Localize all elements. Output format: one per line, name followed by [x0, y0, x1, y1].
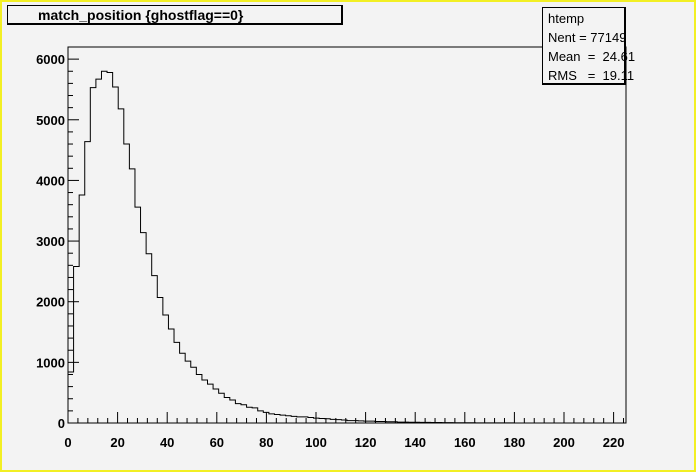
y-tick-label: 0	[58, 416, 65, 431]
x-tick-label: 100	[305, 435, 327, 450]
x-tick-label: 140	[404, 435, 426, 450]
stats-name: htemp	[548, 11, 585, 26]
y-tick-label: 5000	[36, 113, 65, 128]
stats-mean: Mean = 24.61	[548, 49, 636, 64]
y-tick-label: 2000	[36, 295, 65, 310]
x-tick-label: 180	[504, 435, 526, 450]
x-tick-label: 200	[553, 435, 575, 450]
x-tick-label: 0	[64, 435, 71, 450]
x-tick-label: 80	[259, 435, 273, 450]
y-tick-label: 3000	[36, 234, 65, 249]
plot-title-text: match_position {ghostflag==0}	[38, 6, 244, 23]
axis-ticks: 0 20 40 60 80 100 120 140 160 180 200 220 0 1000 2000 3…	[36, 46, 625, 450]
histogram-line	[68, 70, 626, 424]
stats-rms: RMS = 19.11	[548, 68, 635, 83]
x-tick-label: 60	[210, 435, 224, 450]
stats-entries: Nent = 77149	[548, 30, 627, 45]
x-tick-label: 20	[110, 435, 124, 450]
stats-box: htemp Nent = 77149 Mean = 24.61 RMS = 19…	[542, 7, 636, 85]
y-tick-label: 1000	[36, 355, 65, 370]
y-tick-label: 6000	[36, 52, 65, 67]
x-tick-label: 120	[355, 435, 377, 450]
y-tick-label: 4000	[36, 173, 65, 188]
plot-frame	[67, 46, 627, 424]
x-tick-label: 220	[603, 435, 625, 450]
x-tick-label: 40	[160, 435, 174, 450]
plot-title: match_position {ghostflag==0}	[7, 5, 343, 25]
x-tick-label: 160	[454, 435, 476, 450]
